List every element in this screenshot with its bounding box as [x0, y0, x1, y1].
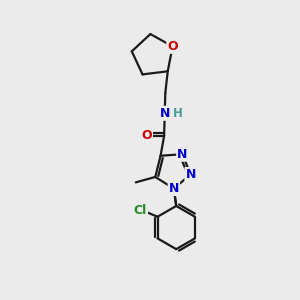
Text: N: N	[177, 148, 188, 161]
Text: N: N	[160, 107, 170, 120]
Text: O: O	[141, 129, 152, 142]
Text: O: O	[167, 40, 178, 53]
Text: N: N	[185, 168, 196, 181]
Text: Cl: Cl	[134, 204, 147, 217]
Text: H: H	[172, 107, 182, 120]
Text: N: N	[169, 182, 179, 195]
